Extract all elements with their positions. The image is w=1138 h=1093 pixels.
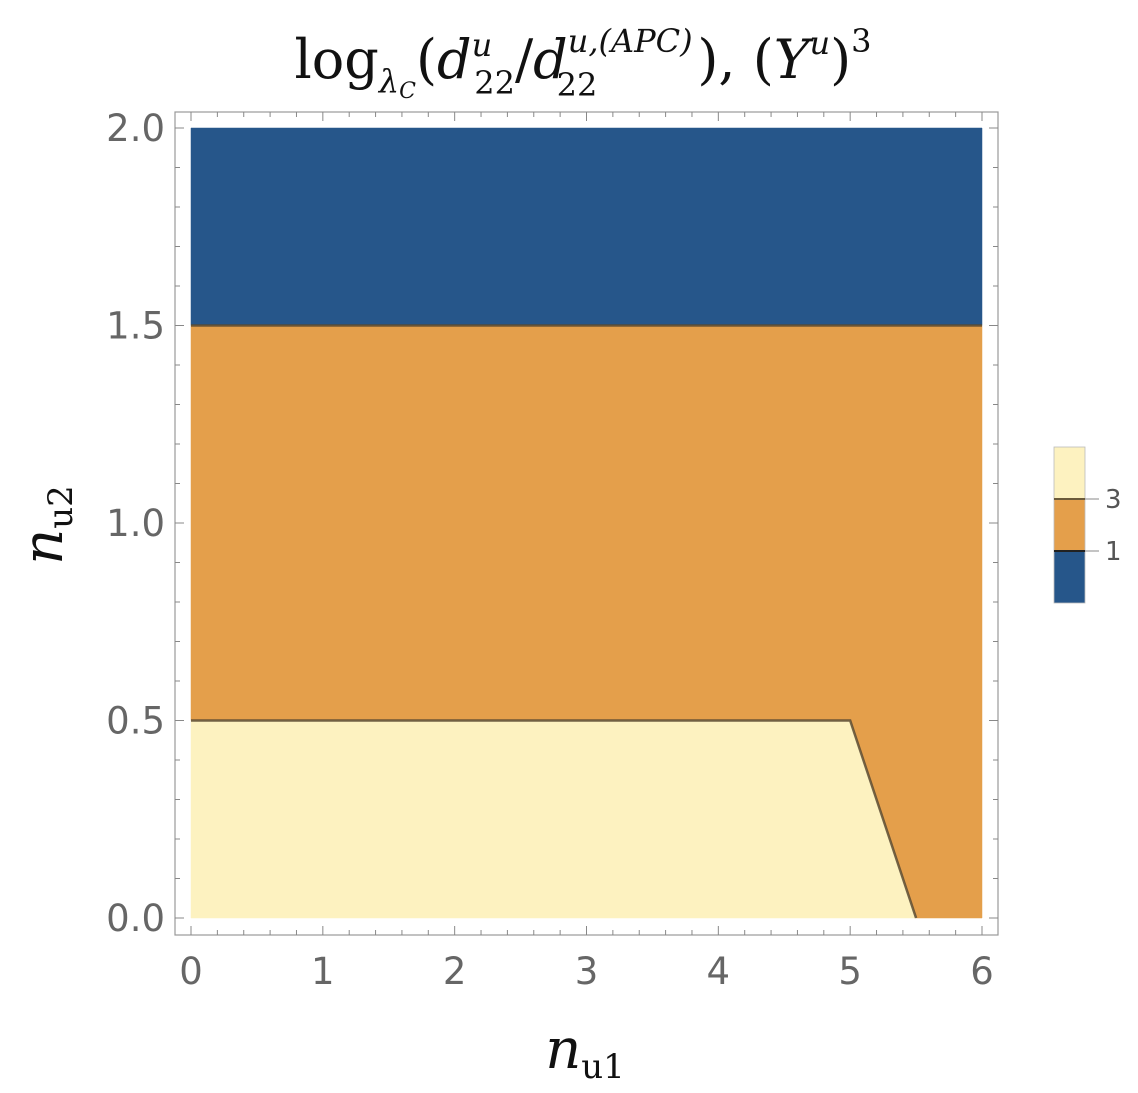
y-axis-label: nu2: [11, 485, 81, 565]
legend-label: 3: [1105, 485, 1122, 515]
x-tick-label: 3: [575, 950, 599, 993]
legend-label: 1: [1105, 537, 1122, 567]
y-tick-label: 2.0: [106, 107, 165, 150]
region-top: [190, 127, 983, 326]
y-tick-label: 1.5: [106, 305, 165, 348]
region-bottom: [190, 720, 917, 919]
legend-frame: [1053, 446, 1086, 604]
axis-ticks: [175, 112, 998, 935]
x-axis-label: nu1: [545, 1017, 625, 1087]
x-tick-label: 4: [707, 950, 731, 993]
y-tick-label: 1.0: [106, 502, 165, 545]
x-tick-label: 2: [443, 950, 467, 993]
legend-swatch: [1054, 551, 1085, 603]
x-tick-labels: 0 1 2 3 4 5 6: [179, 950, 994, 993]
x-tick-label: 1: [311, 950, 335, 993]
x-tick-label: 5: [838, 950, 862, 993]
legend: 31: [1053, 446, 1122, 604]
contour-regions: [190, 127, 983, 919]
chart-title: logλC(du 22/du,(APC) 22), (Yu)3: [294, 22, 871, 104]
y-tick-labels: 0.0 0.5 1.0 1.5 2.0: [106, 107, 165, 940]
legend-swatch: [1054, 447, 1085, 499]
contour-lines: [191, 324, 982, 919]
y-tick-label: 0.0: [106, 897, 165, 940]
legend-swatch: [1054, 499, 1085, 551]
contour-line-level-3: [191, 719, 918, 919]
x-tick-label: 6: [970, 950, 994, 993]
x-tick-label: 0: [179, 950, 203, 993]
y-tick-label: 0.5: [106, 700, 165, 743]
